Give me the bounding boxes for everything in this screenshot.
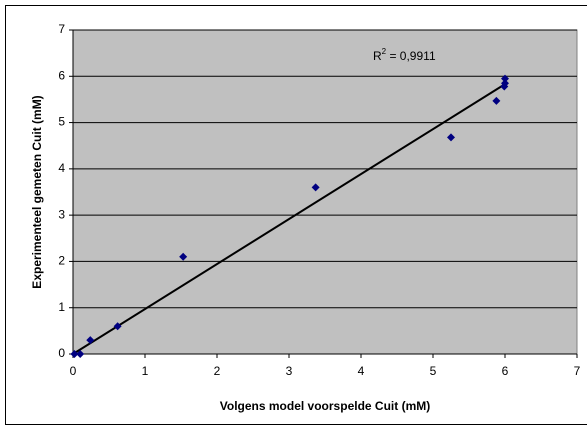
y-tick-label: 0 [58, 346, 65, 360]
y-tick-label: 2 [58, 254, 65, 268]
y-tick-label: 7 [58, 22, 65, 36]
x-tick-label: 4 [358, 364, 365, 378]
x-tick-label: 1 [142, 364, 149, 378]
x-tick-label: 3 [286, 364, 293, 378]
x-tick-label: 5 [430, 364, 437, 378]
x-axis-title: Volgens model voorspelde Cuit (mM) [220, 399, 430, 413]
y-tick-label: 1 [58, 300, 65, 314]
y-tick-label: 5 [58, 115, 65, 129]
y-tick-label: 3 [58, 207, 65, 221]
x-tick-label: 0 [70, 364, 77, 378]
y-tick-label: 4 [58, 161, 65, 175]
x-tick-label: 7 [574, 364, 581, 378]
x-tick-label: 6 [502, 364, 509, 378]
y-tick-label: 6 [58, 68, 65, 82]
x-tick-label: 2 [214, 364, 221, 378]
annotation-base: R [373, 49, 382, 63]
y-axis-title: Experimenteel gemeten Cuit (mM) [30, 95, 44, 288]
annotation-rest: = 0,9911 [386, 49, 436, 63]
